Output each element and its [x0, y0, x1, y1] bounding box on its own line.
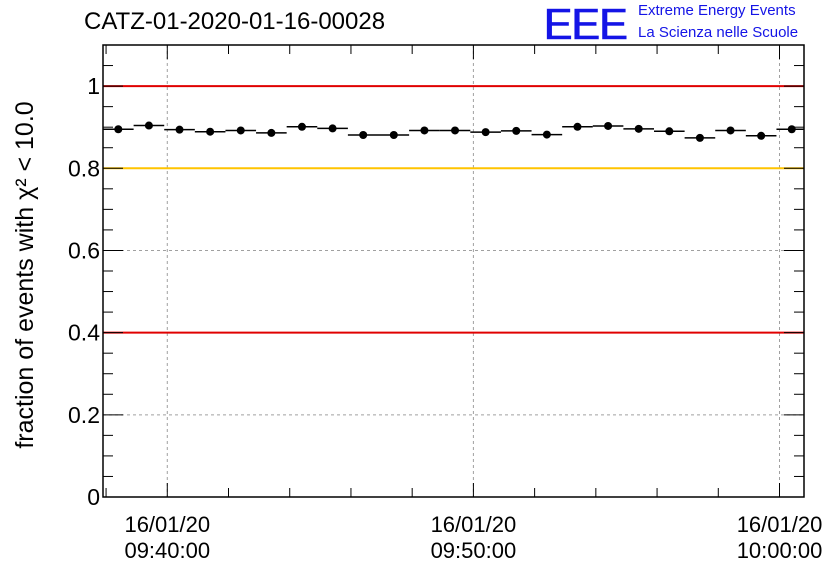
x-tick-label-date: 16/01/20: [431, 512, 517, 537]
data-point: [726, 126, 735, 135]
x-tick-label-time: 09:40:00: [124, 538, 210, 563]
data-point: [389, 130, 398, 139]
data-point: [573, 122, 582, 131]
data-point: [604, 121, 613, 130]
logo-tagline-1: Extreme Energy Events: [638, 2, 796, 19]
data-point: [665, 127, 674, 136]
y-tick-label: 0.6: [68, 237, 100, 263]
eee-logo: EEE: [543, 2, 631, 44]
logo-tagline-2: La Scienza nelle Scuole: [638, 24, 799, 41]
y-axis-label: fraction of events with χ² < 10.0: [11, 101, 39, 448]
data-point: [359, 130, 368, 139]
data-point: [757, 131, 766, 140]
data-point: [267, 128, 276, 137]
plot-frame: [102, 44, 805, 498]
y-tick-label: 0.8: [68, 155, 100, 181]
data-point: [512, 126, 521, 135]
x-tick-label-time: 10:00:00: [737, 538, 823, 563]
y-tick-label: 0.4: [68, 320, 100, 346]
data-point: [787, 125, 796, 134]
data-point: [634, 124, 643, 133]
data-point: [297, 122, 306, 131]
data-point: [206, 127, 215, 136]
x-tick-label-time: 09:50:00: [431, 538, 517, 563]
x-tick-label-date: 16/01/20: [737, 512, 823, 537]
y-tick-label: 1: [87, 73, 100, 99]
x-tick-label-date: 16/01/20: [124, 512, 210, 537]
data-point: [542, 130, 551, 139]
logo-eee-text: EEE: [543, 2, 627, 44]
y-tick-label: 0.2: [68, 402, 100, 428]
data-point: [114, 125, 123, 134]
data-point: [144, 121, 153, 130]
data-point: [481, 128, 490, 137]
y-tick-label: 0: [87, 484, 100, 510]
data-point: [451, 126, 460, 135]
chart-title: CATZ-01-2020-01-16-00028: [84, 8, 386, 35]
data-point: [695, 133, 704, 142]
data-point: [420, 126, 429, 135]
data-point: [328, 124, 337, 133]
data-point: [175, 125, 184, 134]
data-point: [236, 126, 245, 135]
